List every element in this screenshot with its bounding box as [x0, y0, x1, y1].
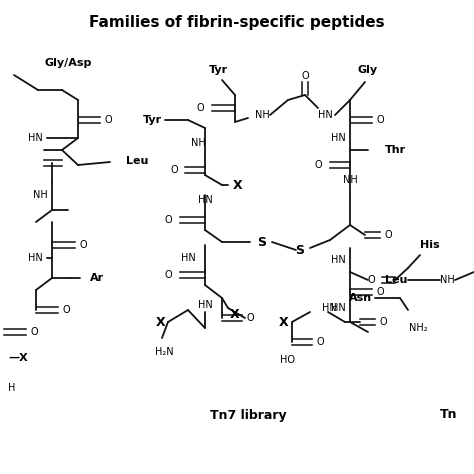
Text: His: His: [420, 240, 439, 250]
Text: O: O: [314, 160, 322, 170]
Text: NH: NH: [440, 275, 455, 285]
Text: Tn: Tn: [440, 409, 457, 421]
Text: Tn7 library: Tn7 library: [210, 409, 286, 421]
Text: O: O: [384, 230, 392, 240]
Text: O: O: [164, 215, 172, 225]
Text: O: O: [376, 115, 384, 125]
Text: HN: HN: [331, 255, 346, 265]
Text: H₂N: H₂N: [155, 347, 173, 357]
Text: HN: HN: [198, 195, 212, 205]
Text: Asn: Asn: [349, 293, 372, 303]
Text: HN: HN: [181, 253, 195, 263]
Text: Families of fibrin-specific peptides: Families of fibrin-specific peptides: [89, 15, 385, 29]
Text: Tyr: Tyr: [209, 65, 228, 75]
Text: O: O: [164, 270, 172, 280]
Text: O: O: [30, 327, 38, 337]
Text: O: O: [379, 317, 387, 327]
Text: O: O: [170, 165, 178, 175]
Text: HN: HN: [322, 303, 337, 313]
Text: S: S: [257, 236, 266, 248]
Text: HN: HN: [28, 253, 43, 263]
Text: HN: HN: [28, 133, 43, 143]
Text: NH: NH: [343, 175, 357, 185]
Text: Ar: Ar: [90, 273, 104, 283]
Text: Gly: Gly: [358, 65, 378, 75]
Text: HO: HO: [281, 355, 295, 365]
Text: HN: HN: [318, 110, 333, 120]
Text: X: X: [230, 309, 240, 321]
Text: O: O: [62, 305, 70, 315]
Text: O: O: [316, 337, 324, 347]
Text: —X: —X: [8, 353, 28, 363]
Text: O: O: [104, 115, 112, 125]
Text: O: O: [367, 275, 375, 285]
Text: Leu: Leu: [385, 275, 407, 285]
Text: O: O: [246, 313, 254, 323]
Text: HN: HN: [198, 300, 212, 310]
Text: O: O: [79, 240, 87, 250]
Text: X: X: [155, 316, 165, 328]
Text: S: S: [295, 244, 304, 256]
Text: O: O: [376, 287, 384, 297]
Text: O: O: [196, 103, 204, 113]
Text: Gly/Asp: Gly/Asp: [44, 58, 91, 68]
Text: Thr: Thr: [385, 145, 406, 155]
Text: NH: NH: [33, 190, 47, 200]
Text: HN: HN: [331, 303, 346, 313]
Text: Tyr: Tyr: [143, 115, 162, 125]
Text: NH₂: NH₂: [409, 323, 428, 333]
Text: X: X: [278, 316, 288, 328]
Text: O: O: [301, 71, 309, 81]
Text: X: X: [233, 179, 243, 191]
Text: Leu: Leu: [126, 156, 148, 166]
Text: NH: NH: [191, 138, 205, 148]
Text: NH: NH: [255, 110, 270, 120]
Text: H: H: [8, 383, 15, 393]
Text: HN: HN: [331, 133, 346, 143]
